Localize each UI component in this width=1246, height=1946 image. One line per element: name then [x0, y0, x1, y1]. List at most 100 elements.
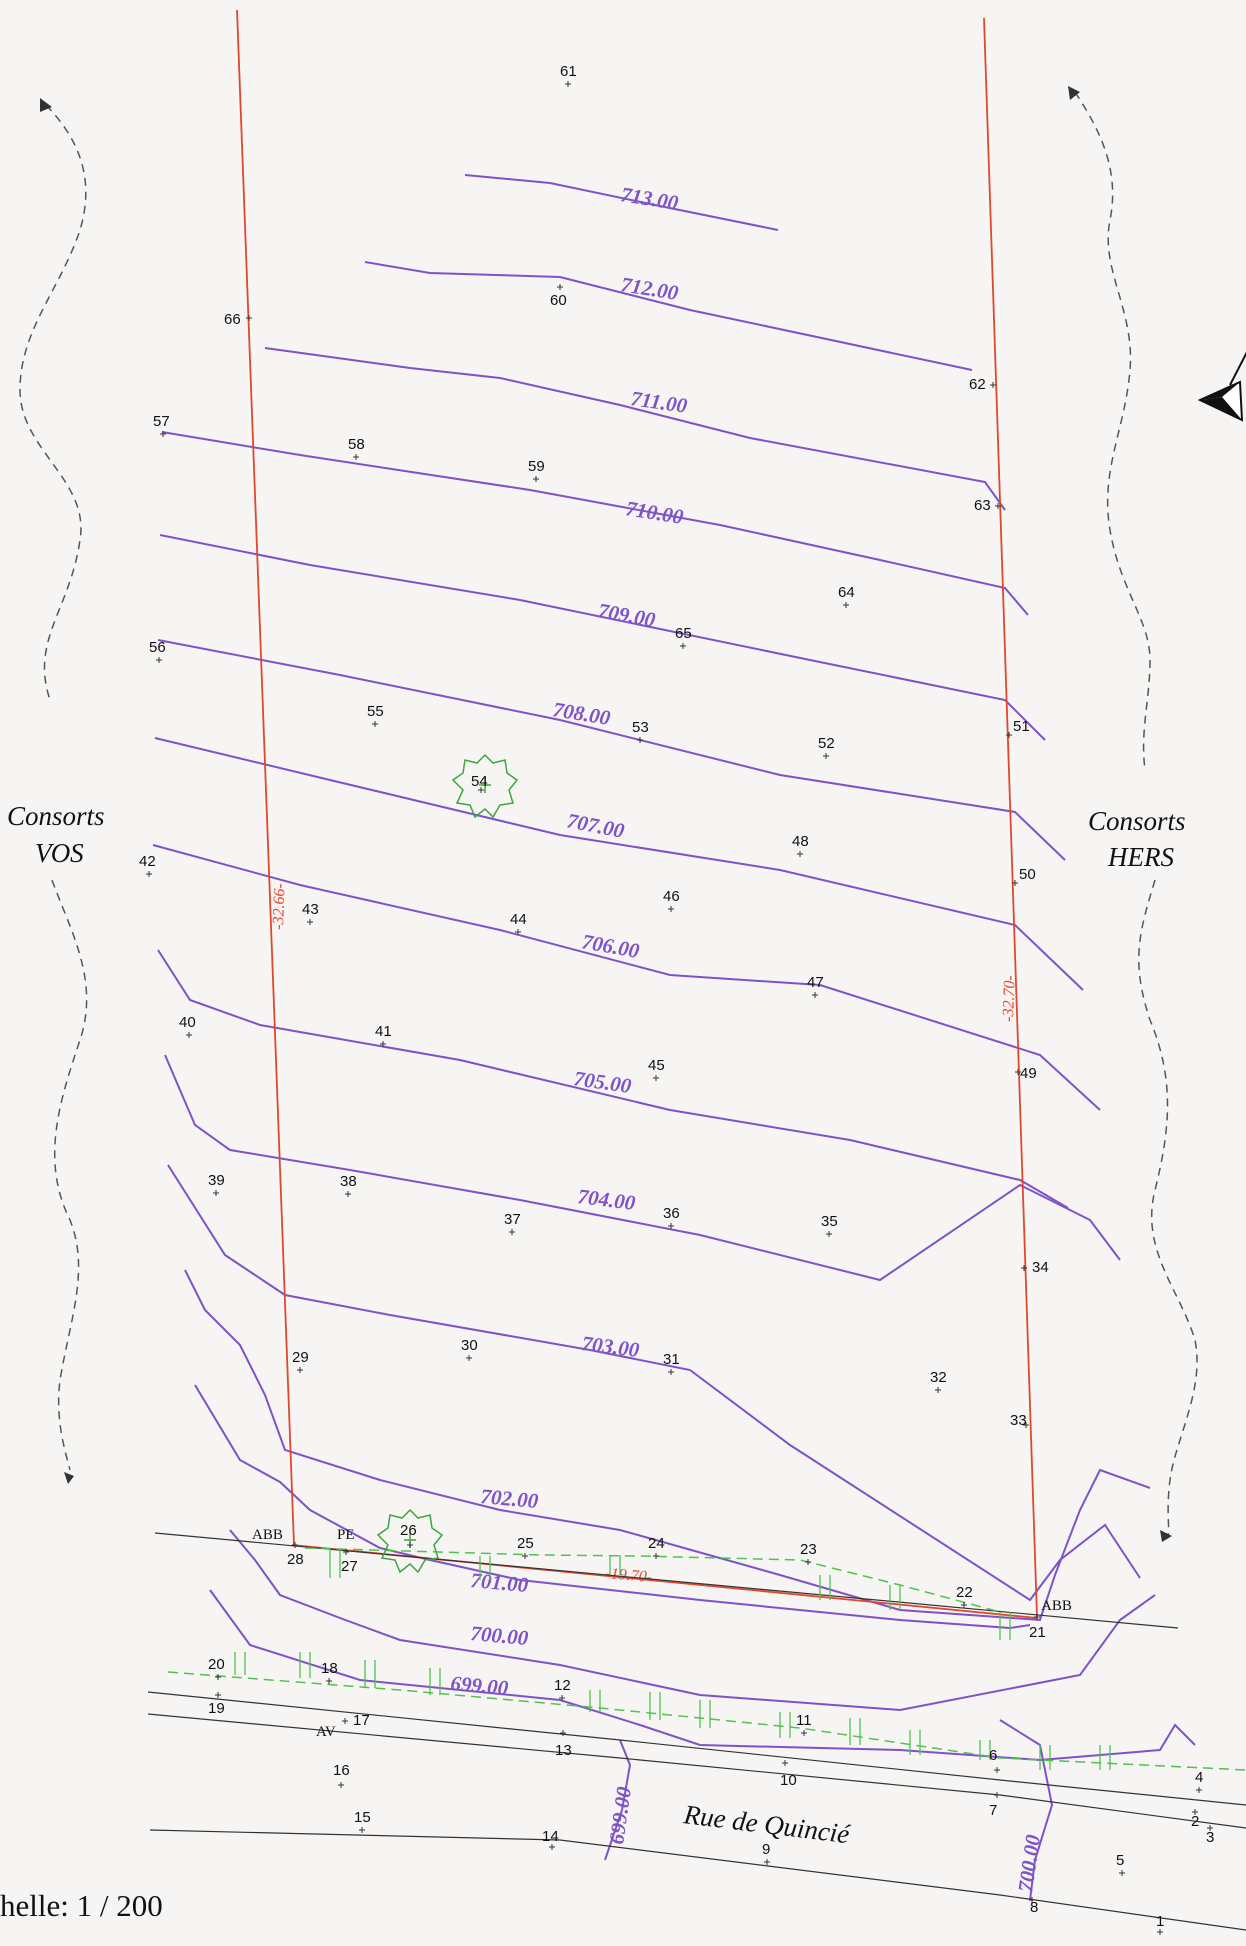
survey-point-label: 36 [663, 1205, 680, 1222]
survey-point-label: 13 [555, 1742, 572, 1759]
survey-point-65: 65 [675, 625, 692, 649]
survey-point-marker [156, 657, 162, 663]
survey-point-marker [478, 787, 484, 793]
survey-point-34: 34 [1021, 1259, 1049, 1276]
survey-point-2: 2 [1191, 1809, 1199, 1830]
contour-label-703: 703.00 [580, 1331, 641, 1362]
survey-point-marker [353, 454, 359, 460]
survey-point-31: 31 [663, 1351, 680, 1375]
road-lines [147, 1532, 1246, 1931]
survey-point-label: 6 [989, 1747, 997, 1764]
contour-lines [152, 174, 1196, 1901]
survey-point-label: 40 [179, 1014, 196, 1031]
survey-point-61: 61 [560, 63, 577, 87]
survey-point-48: 48 [792, 833, 809, 857]
survey-point-marker [990, 382, 996, 388]
survey-point-17: 17 [342, 1712, 370, 1729]
road-contour-label-700: 700.00 [1013, 1833, 1045, 1894]
survey-point-marker [812, 992, 818, 998]
survey-point-label: 28 [287, 1551, 304, 1568]
survey-point-33: 33 [1010, 1412, 1029, 1429]
survey-point-label: 51 [1013, 718, 1030, 735]
survey-point-label: 42 [139, 853, 156, 870]
neighbor-arrows [19, 86, 1198, 1542]
survey-point-59: 59 [528, 458, 545, 482]
survey-point-label: 44 [510, 911, 527, 928]
survey-point-27: 27 [341, 1549, 358, 1575]
contour-label-712: 712.00 [619, 272, 680, 305]
survey-point-marker [801, 1730, 807, 1736]
survey-point-50: 50 [1012, 866, 1036, 886]
contour-label-704: 704.00 [576, 1184, 637, 1215]
survey-point-label: 58 [348, 436, 365, 453]
survey-point-marker [338, 1782, 344, 1788]
survey-point-23: 23 [800, 1541, 817, 1565]
road-contour-label-699: 699.00 [604, 1785, 636, 1846]
survey-point-label: 37 [504, 1211, 521, 1228]
survey-point-marker [826, 1231, 832, 1237]
abbr-pe: PE [337, 1527, 355, 1543]
survey-points: 1234567891011121314151617181920212223242… [139, 63, 1214, 1935]
survey-point-marker [380, 1041, 386, 1047]
survey-point-29: 29 [292, 1349, 309, 1373]
contour-label-701: 701.00 [470, 1568, 530, 1597]
survey-point-marker [565, 81, 571, 87]
survey-point-label: 30 [461, 1337, 478, 1354]
survey-point-5: 5 [1116, 1852, 1125, 1876]
survey-point-label: 65 [675, 625, 692, 642]
survey-point-marker [961, 1602, 967, 1608]
survey-point-label: 20 [208, 1656, 225, 1673]
survey-point-marker [1192, 1809, 1198, 1815]
survey-point-marker [160, 431, 166, 437]
survey-point-label: 29 [292, 1349, 309, 1366]
survey-point-22: 22 [956, 1584, 973, 1608]
survey-point-label: 57 [153, 413, 170, 430]
survey-point-marker [560, 1730, 566, 1736]
survey-point-46: 46 [663, 888, 680, 912]
survey-point-label: 7 [989, 1802, 997, 1819]
survey-point-51: 51 [1006, 718, 1030, 738]
survey-point-label: 14 [542, 1828, 559, 1845]
survey-point-label: 23 [800, 1541, 817, 1558]
survey-point-marker [637, 737, 643, 743]
survey-point-18: 18 [321, 1660, 338, 1684]
tree-icon [376, 1508, 444, 1574]
survey-point-40: 40 [179, 1014, 196, 1038]
survey-point-label: 55 [367, 703, 384, 720]
survey-point-label: 12 [554, 1677, 571, 1694]
survey-point-label: 52 [818, 735, 835, 752]
survey-point-marker [215, 1692, 221, 1698]
survey-point-marker [764, 1859, 770, 1865]
survey-point-marker [549, 1844, 555, 1850]
survey-point-43: 43 [302, 901, 319, 925]
survey-point-marker [215, 1674, 221, 1680]
dimension-front: -19.70- [605, 1565, 653, 1586]
survey-point-label: 24 [648, 1535, 665, 1552]
survey-point-label: 56 [149, 639, 166, 656]
survey-point-marker [1012, 880, 1018, 886]
survey-point-label: 10 [780, 1772, 797, 1789]
survey-point-32: 32 [930, 1369, 947, 1393]
survey-point-marker [668, 1369, 674, 1375]
contour-labels: 713.00 712.00 711.00 710.00 709.00 708.0… [450, 182, 1045, 1893]
survey-point-marker [1119, 1870, 1125, 1876]
survey-point-label: 31 [663, 1351, 680, 1368]
contour-label-710: 710.00 [624, 496, 685, 529]
survey-point-21: 21 [1029, 1614, 1046, 1641]
survey-point-41: 41 [375, 1023, 392, 1047]
survey-point-marker [297, 1367, 303, 1373]
survey-point-label: 33 [1010, 1412, 1027, 1429]
survey-point-label: 63 [974, 497, 991, 514]
survey-point-label: 27 [341, 1558, 358, 1575]
neighbor-right-line-2: HERS [1107, 842, 1174, 872]
survey-point-marker [522, 1553, 528, 1559]
survey-point-20: 20 [208, 1656, 225, 1680]
survey-point-label: 39 [208, 1172, 225, 1189]
abbr-av: AV [316, 1724, 336, 1740]
survey-point-label: 66 [224, 311, 241, 328]
survey-point-label: 4 [1195, 1769, 1203, 1786]
survey-point-label: 60 [550, 292, 567, 309]
survey-point-marker [1029, 1897, 1035, 1903]
survey-point-4: 4 [1195, 1769, 1203, 1793]
